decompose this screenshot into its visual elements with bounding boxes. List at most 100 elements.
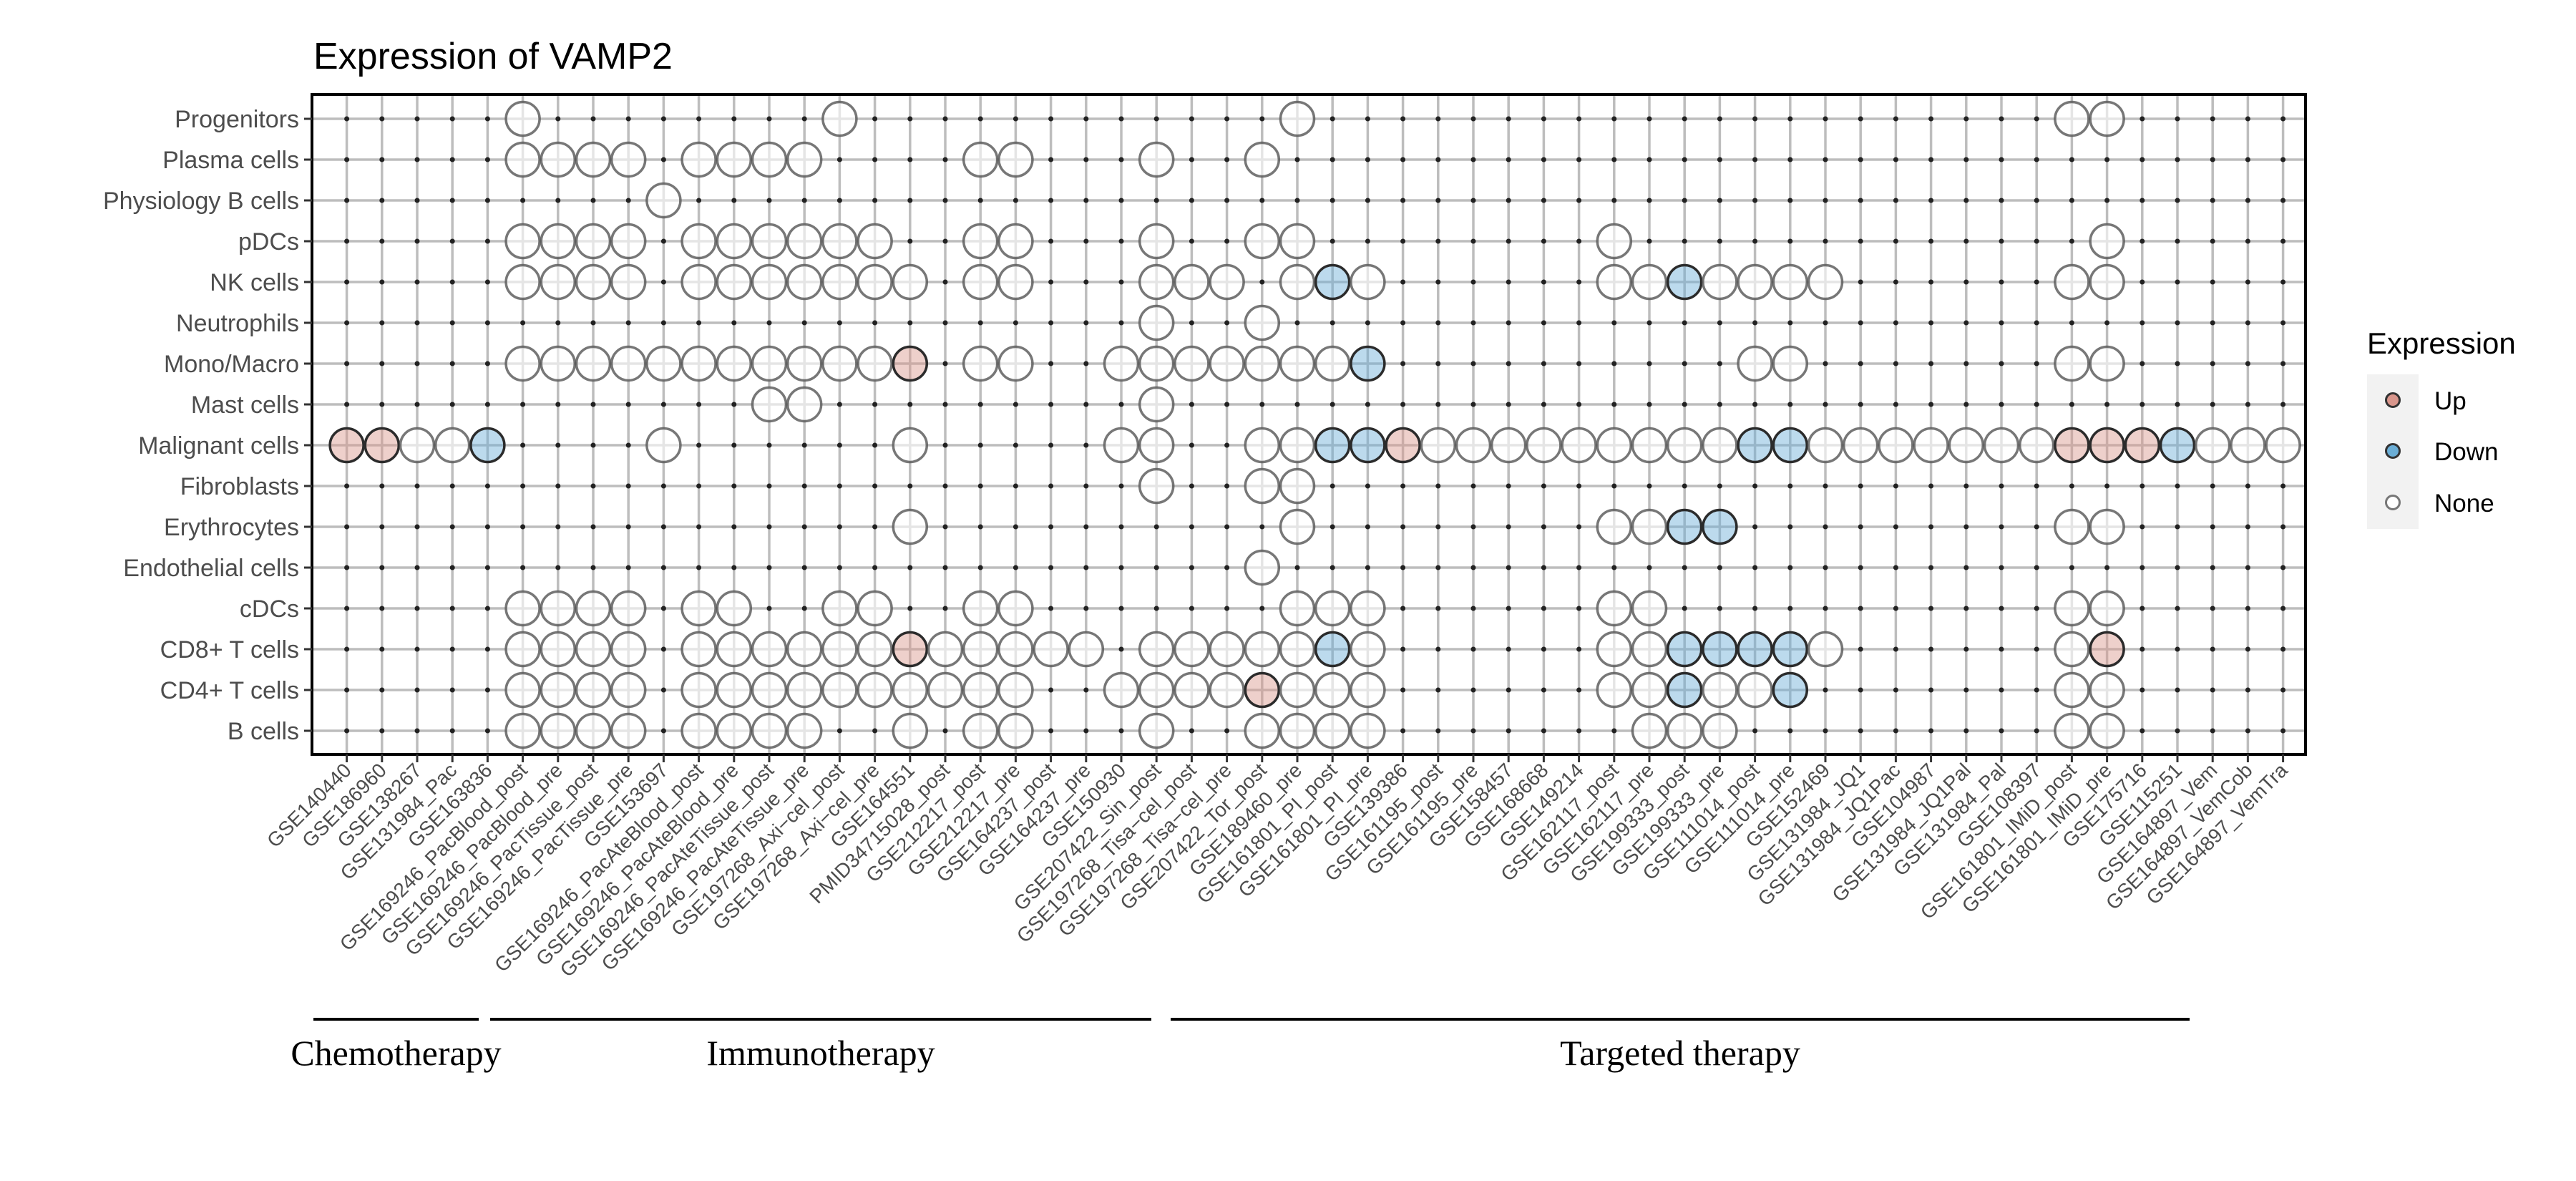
- point-none: [540, 141, 577, 178]
- empty-point: [696, 565, 702, 570]
- empty-point: [2104, 565, 2110, 570]
- empty-point: [1400, 402, 1406, 407]
- empty-point: [379, 524, 385, 530]
- point-none: [997, 263, 1034, 301]
- empty-point: [1506, 402, 1511, 407]
- empty-point: [1787, 565, 1793, 570]
- point-up: [2124, 427, 2161, 464]
- point-none: [575, 345, 612, 382]
- empty-point: [1365, 565, 1370, 570]
- empty-point: [1646, 157, 1652, 162]
- empty-point: [1470, 687, 1476, 693]
- empty-point: [1999, 565, 2004, 570]
- empty-point: [1893, 483, 1898, 489]
- empty-point: [766, 442, 772, 448]
- empty-point: [1999, 116, 2004, 122]
- empty-point: [1576, 238, 1582, 244]
- empty-point: [414, 483, 420, 489]
- empty-point: [520, 483, 526, 489]
- point-none: [1209, 631, 1245, 668]
- empty-point: [1541, 606, 1546, 611]
- point-none: [2054, 631, 2090, 668]
- empty-point: [590, 442, 596, 448]
- empty-point: [1118, 238, 1124, 244]
- empty-point: [1506, 687, 1511, 693]
- empty-point: [2140, 728, 2145, 734]
- empty-point: [977, 116, 983, 122]
- empty-point: [1083, 687, 1089, 693]
- y-tick-label: Progenitors: [175, 106, 299, 133]
- empty-point: [344, 524, 350, 530]
- empty-point: [872, 198, 878, 203]
- point-none: [1244, 467, 1281, 505]
- point-none: [610, 631, 647, 668]
- empty-point: [660, 157, 666, 162]
- empty-point: [1963, 320, 1969, 326]
- empty-point: [1999, 157, 2004, 162]
- empty-point: [520, 524, 526, 530]
- empty-point: [2245, 524, 2250, 530]
- point-none: [857, 671, 893, 709]
- empty-point: [484, 279, 490, 285]
- point-none: [1138, 671, 1175, 709]
- empty-point: [449, 483, 455, 489]
- point-none: [1350, 263, 1386, 301]
- empty-point: [2210, 606, 2215, 611]
- empty-point: [1083, 279, 1089, 285]
- point-none: [1244, 345, 1281, 382]
- point-none: [540, 631, 577, 668]
- empty-point: [1189, 728, 1194, 734]
- empty-point: [1435, 238, 1441, 244]
- point-none: [540, 590, 577, 627]
- empty-point: [1682, 238, 1687, 244]
- y-tick-label: Endothelial cells: [123, 555, 299, 582]
- point-none: [1279, 345, 1316, 382]
- empty-point: [379, 402, 385, 407]
- empty-point: [872, 524, 878, 530]
- empty-point: [520, 198, 526, 203]
- point-none: [2089, 712, 2125, 749]
- empty-point: [801, 606, 807, 611]
- y-tick-label: CD4+ T cells: [160, 677, 299, 704]
- empty-point: [484, 606, 490, 611]
- empty-point: [1541, 565, 1546, 570]
- empty-point: [977, 483, 983, 489]
- empty-point: [1752, 157, 1758, 162]
- empty-point: [1752, 524, 1758, 530]
- empty-point: [625, 116, 631, 122]
- point-none: [1138, 712, 1175, 749]
- empty-point: [2069, 402, 2074, 407]
- empty-point: [1928, 483, 1934, 489]
- empty-point: [1048, 361, 1054, 366]
- empty-point: [2140, 361, 2145, 366]
- empty-point: [942, 402, 948, 407]
- empty-point: [1823, 402, 1828, 407]
- empty-point: [1189, 606, 1194, 611]
- empty-point: [1013, 320, 1018, 326]
- empty-point: [1576, 279, 1582, 285]
- empty-point: [2245, 687, 2250, 693]
- empty-point: [1224, 320, 1230, 326]
- empty-point: [1928, 728, 1934, 734]
- empty-point: [625, 565, 631, 570]
- empty-point: [379, 320, 385, 326]
- empty-point: [555, 565, 561, 570]
- empty-point: [872, 116, 878, 122]
- empty-point: [2245, 606, 2250, 611]
- point-none: [1314, 712, 1351, 749]
- empty-point: [1048, 238, 1054, 244]
- point-none: [610, 345, 647, 382]
- point-none: [2054, 671, 2090, 709]
- y-axis: Progenitors Plasma cells Physiology B cell…: [103, 106, 312, 745]
- point-up: [1385, 427, 1421, 464]
- point-none: [2054, 345, 2090, 382]
- empty-point: [1118, 198, 1124, 203]
- empty-point: [590, 565, 596, 570]
- empty-point: [379, 198, 385, 203]
- empty-point: [449, 157, 455, 162]
- empty-point: [1435, 157, 1441, 162]
- empty-point: [2034, 483, 2039, 489]
- empty-point: [449, 606, 455, 611]
- empty-point: [1787, 198, 1793, 203]
- point-down: [1772, 631, 1809, 668]
